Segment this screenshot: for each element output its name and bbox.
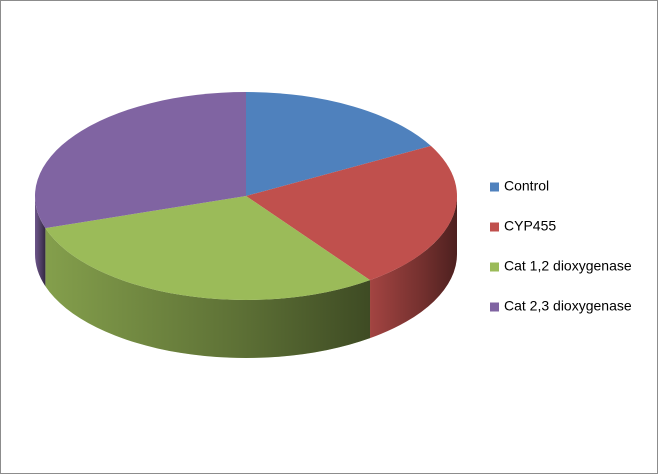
legend-swatch [490,222,499,232]
slice-side-shade [45,228,371,358]
legend-swatch [490,302,499,312]
legend-swatch [490,262,499,272]
slice [246,92,431,196]
slice [45,196,371,300]
legend-label: Control [504,178,549,194]
slice [34,92,246,229]
slice [246,145,457,281]
legend-swatch [490,182,499,192]
legend-label: Cat 1,2 dioxygenase [504,258,632,274]
slice-side-shade [370,196,458,339]
slice-side-shade [35,196,46,287]
legend-label: Cat 2,3 dioxygenase [504,298,632,314]
legend-label: CYP455 [504,218,556,234]
